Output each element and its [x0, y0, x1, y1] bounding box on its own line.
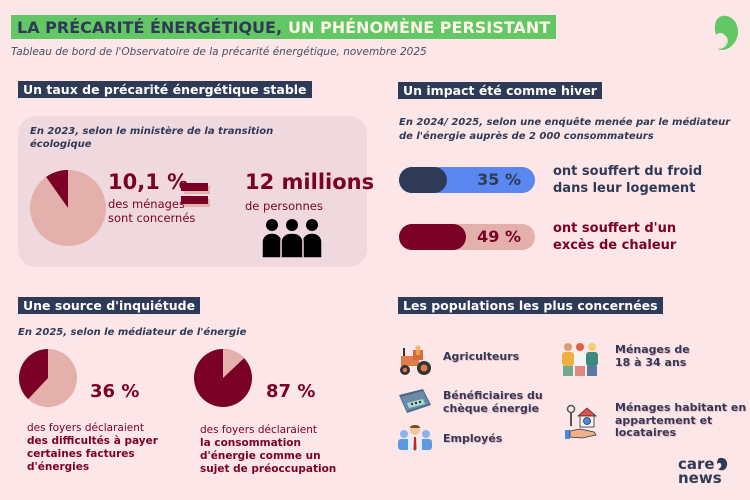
- pie-chart-preoccupation: [194, 349, 252, 407]
- bar-chaleur-caption: ont souffert d'un excès de chaleur: [553, 220, 676, 254]
- difficultes-desc-bold2: certaines factures: [27, 448, 135, 460]
- preoccupation-desc-intro: des foyers déclaraient: [200, 424, 318, 436]
- pop-agriculteurs: Agriculteurs: [443, 350, 520, 364]
- house-key-hand-icon: [565, 404, 598, 439]
- difficultes-desc: des foyers déclaraient des difficultés à…: [27, 422, 197, 474]
- bar-chaleur-value: 49 %: [477, 227, 521, 246]
- pop-employes-label: Employés: [443, 432, 503, 445]
- carenews-logo: care news: [678, 455, 728, 487]
- wave-small-icon: [716, 457, 727, 471]
- section2-intro-line2: de l'énergie auprès de 2 000 consommateu…: [399, 131, 654, 142]
- section3-intro: En 2025, selon le médiateur de l'énergie: [18, 327, 247, 338]
- bar-froid: 35 %: [399, 167, 535, 193]
- bar-froid-caption-line2: dans leur logement: [553, 181, 696, 196]
- pie-chart-difficultes: [19, 349, 77, 407]
- pop-cheque-line2: chèque énergie: [443, 401, 540, 415]
- bar-froid-caption-line1: ont souffert du froid: [553, 164, 703, 179]
- percent-desc-line1: des ménages: [108, 197, 186, 211]
- pop-locataires: Ménages habitant en appartement et locat…: [615, 401, 747, 440]
- section-heading-inquietude: Une source d'inquiétude: [18, 297, 201, 314]
- percent-desc-line2: sont concernés: [108, 211, 196, 225]
- preoccupation-desc: des foyers déclaraient la consommation d…: [200, 424, 370, 476]
- wave-logo-icon: [714, 15, 739, 50]
- title-dark: LA PRÉCARITÉ ÉNERGÉTIQUE,: [17, 17, 283, 37]
- percent-menages: 10,1 %: [108, 170, 189, 194]
- pop-cheque-energie: Bénéficiaires du chèque énergie: [443, 389, 543, 415]
- equals-icon: [181, 183, 210, 207]
- preoccupation-desc-bold1: la consommation: [200, 437, 301, 449]
- tractor-icon: [400, 345, 431, 375]
- preoccupation-desc-bold3: sujet de préoccupation: [200, 463, 337, 475]
- pop-jeunes-line1: Ménages de: [615, 343, 690, 356]
- bar-chaleur-caption-line1: ont souffert d'un: [553, 221, 677, 236]
- pop-cheque-line1: Bénéficiaires du: [443, 389, 543, 402]
- percent-difficultes: 36 %: [90, 381, 140, 402]
- preoccupation-desc-bold2: d'énergie comme un: [200, 450, 321, 462]
- subtitle: Tableau de bord de l'Observatoire de la …: [11, 46, 427, 58]
- bar-froid-value: 35 %: [477, 170, 521, 189]
- section2-intro-line1: En 2024/ 2025, selon une enquête menée p…: [399, 117, 731, 128]
- section-heading-impact: Un impact été comme hiver: [398, 82, 602, 99]
- section2-intro: En 2024/ 2025, selon une enquête menée p…: [399, 116, 730, 144]
- cheque-book-icon: [399, 389, 431, 413]
- bar-chaleur: 49 %: [399, 224, 535, 250]
- pie-chart-menages: [30, 170, 106, 246]
- section1-intro: En 2023, selon le ministère de la transi…: [30, 126, 274, 150]
- pop-jeunes-line2: 18 à 34 ans: [615, 355, 687, 369]
- pop-employes: Employés: [443, 432, 503, 446]
- page-title: LA PRÉCARITÉ ÉNERGÉTIQUE, UN PHÉNOMÈNE P…: [11, 15, 557, 39]
- count-desc: de personnes: [245, 199, 323, 213]
- card-taux-precarite: En 2023, selon le ministère de la transi…: [18, 116, 367, 267]
- bar-froid-caption: ont souffert du froid dans leur logement: [553, 163, 702, 197]
- pop-locataires-line3: locataires: [615, 426, 677, 439]
- people-group-icon: [262, 219, 322, 258]
- difficultes-desc-bold3: d'énergies: [27, 461, 90, 473]
- pop-locataires-line1: Ménages habitant en: [615, 401, 747, 414]
- brand-line1: care: [678, 455, 715, 473]
- employees-icon: [398, 425, 432, 452]
- title-light: UN PHÉNOMÈNE PERSISTANT: [288, 17, 551, 37]
- percent-preoccupation: 87 %: [266, 381, 316, 402]
- brand-line2: news: [678, 469, 722, 487]
- bar-chaleur-fill: [399, 224, 466, 250]
- young-people-icon: [562, 343, 598, 376]
- percent-desc: des ménages sont concernés: [108, 197, 195, 225]
- pop-agriculteurs-label: Agriculteurs: [443, 350, 520, 363]
- pop-menages-jeunes: Ménages de 18 à 34 ans: [615, 343, 690, 369]
- section-heading-populations: Les populations les plus concernées: [398, 297, 663, 314]
- section-heading-taux: Un taux de précarité énergétique stable: [18, 81, 312, 98]
- difficultes-desc-bold1: des difficultés à payer: [27, 435, 158, 447]
- difficultes-desc-intro: des foyers déclaraient: [27, 422, 145, 434]
- pop-locataires-line2: appartement et: [615, 413, 713, 427]
- count-personnes: 12 millions: [245, 170, 375, 194]
- bar-chaleur-caption-line2: excès de chaleur: [553, 238, 677, 253]
- bar-froid-fill: [399, 167, 447, 193]
